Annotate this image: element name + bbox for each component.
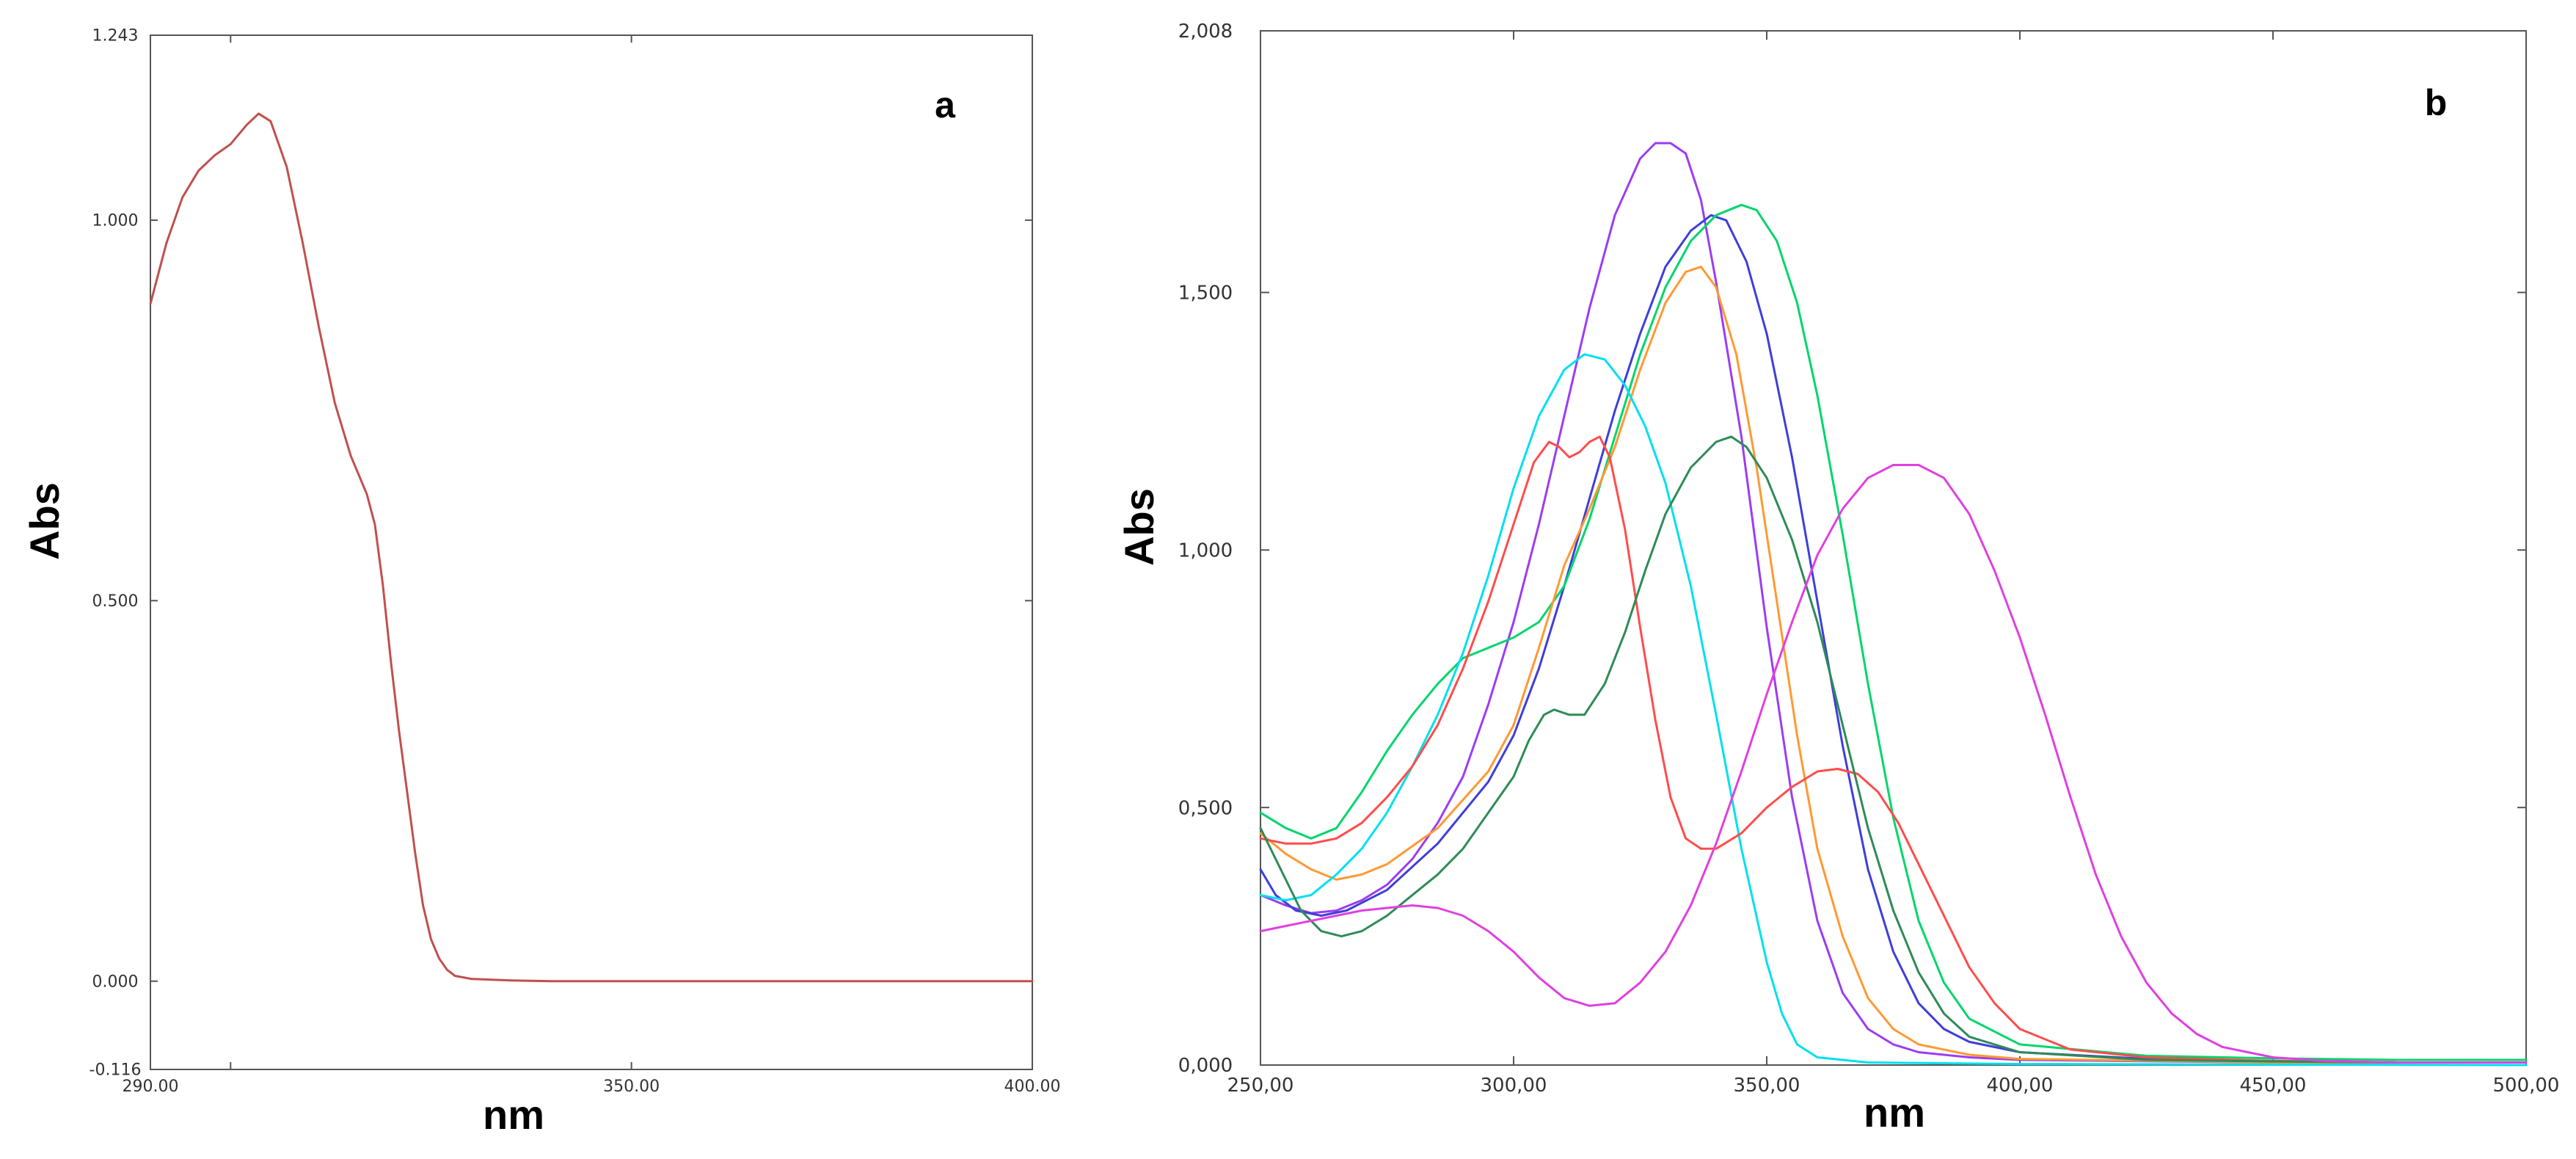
y-tick-label: 0,500 [1178, 797, 1233, 819]
x-tick-label: 250,00 [1227, 1075, 1294, 1097]
x-tick-label: 350.00 [603, 1078, 660, 1096]
series-line-2 [1259, 214, 2528, 1064]
y-tick-label: 1,000 [1178, 539, 1233, 562]
series-line-5 [1259, 353, 2528, 1067]
plot-frame [150, 34, 1033, 1070]
y-tick-label: -0.116 [90, 1061, 142, 1080]
x-axis-label: nm [1864, 1089, 1925, 1136]
panel-a: -0.116 0.000 0.500 1.000 1.243 290.00 350.00 40… [21, 27, 1060, 1138]
panel-label: a [935, 84, 956, 126]
y-tick-label: 1.000 [92, 212, 139, 230]
y-tick-label: 1,500 [1178, 283, 1233, 305]
series-line-1 [149, 112, 1034, 983]
series-line-6 [1259, 435, 2528, 1064]
y-tick-label: 1.243 [92, 27, 139, 46]
series-line-1 [1259, 142, 2528, 1064]
y-tick-label: 0,000 [1178, 1055, 1233, 1077]
x-tick-label: 290.00 [123, 1078, 179, 1096]
plot-frame [1260, 30, 2527, 1066]
y-axis-label: Abs [21, 482, 67, 560]
series-line-4 [1259, 265, 2528, 1064]
y-tick-label: 0.000 [92, 973, 139, 991]
x-tick-label: 450,00 [2240, 1075, 2307, 1097]
y-tick-label: 2,008 [1178, 21, 1233, 43]
x-tick-label: 350,00 [1734, 1075, 1800, 1097]
series-line-7 [1259, 435, 2528, 1064]
y-axis-label: Abs [1116, 488, 1162, 566]
x-tick-label: 500,00 [2493, 1075, 2560, 1097]
series-line-3 [1259, 203, 2528, 1061]
x-tick-label: 400.00 [1004, 1078, 1061, 1096]
series-line-8 [1259, 464, 2528, 1064]
panel-label: b [2425, 82, 2448, 123]
y-tick-label: 0.500 [92, 592, 139, 611]
x-axis-label: nm [483, 1091, 544, 1138]
x-tick-label: 400,00 [1987, 1075, 2054, 1097]
x-tick-label: 300,00 [1481, 1075, 1547, 1097]
panel-b: 0,000 0,500 1,000 1,500 2,008 250,00 300,00 350… [1116, 21, 2559, 1136]
